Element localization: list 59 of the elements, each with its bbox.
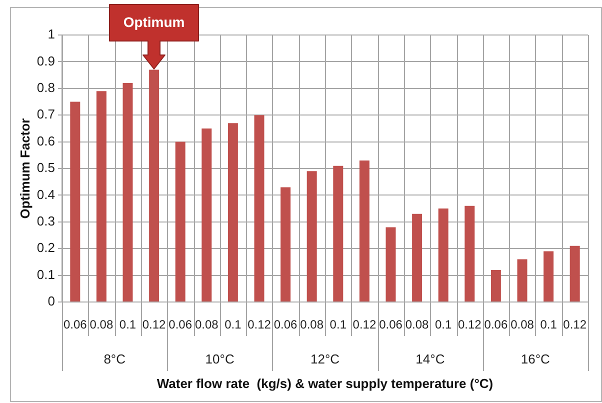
- x-tick-label: 16°C: [520, 351, 550, 366]
- text: 0.12: [352, 317, 376, 332]
- y-tick-label: 0: [48, 294, 55, 309]
- bar: [70, 102, 80, 302]
- series-label: 0.1: [540, 317, 558, 332]
- series-label: 0.12: [458, 317, 482, 332]
- bar: [149, 70, 160, 302]
- bar: [570, 246, 580, 302]
- bar: [280, 187, 291, 302]
- text: 0.06: [484, 317, 508, 332]
- text: 0.08: [510, 317, 534, 332]
- y-tick-label: 0.6: [36, 133, 55, 148]
- bar: [333, 166, 344, 302]
- y-tick-label: 0.8: [36, 80, 55, 95]
- text: 0.12: [142, 317, 166, 332]
- bar: [490, 270, 501, 302]
- bar: [412, 214, 422, 302]
- text: 0.12: [563, 317, 587, 332]
- x-tick-label: 14°C: [416, 351, 445, 366]
- text: 0.08: [90, 317, 114, 332]
- y-tick-label: 0.4: [36, 186, 55, 202]
- y-tick-label: 0.7: [36, 106, 55, 122]
- text: 0.06: [379, 317, 402, 332]
- text: 0.06: [274, 317, 298, 332]
- text: 0.12: [248, 317, 271, 332]
- bar: [202, 128, 212, 302]
- bar: [386, 227, 396, 302]
- y-tick-label: 0.2: [36, 240, 55, 256]
- x-tick-label: 8°C: [104, 351, 126, 366]
- y-tick-label: 0.9: [36, 53, 55, 68]
- x-tick-label: 10°C: [205, 351, 234, 366]
- text: 0.1: [330, 317, 346, 332]
- text: 0.08: [405, 317, 429, 332]
- x-axis-title: Water flow rate (kg/s) & water supply temperature (°C): [156, 376, 494, 391]
- bar: [96, 91, 106, 302]
- text: 0.1: [435, 317, 452, 332]
- y-tick-label: 1: [48, 26, 55, 42]
- bar: [544, 251, 554, 302]
- bar: [464, 206, 475, 302]
- bar: [254, 115, 264, 302]
- y-tick-label: 0.3: [36, 213, 55, 228]
- text: Optimum: [123, 14, 185, 30]
- bar: [359, 160, 370, 302]
- bar: [306, 171, 317, 302]
- y-tick-label: 0.1: [36, 266, 55, 282]
- x-tick-label: 12°C: [310, 351, 340, 366]
- series-label: 0.06: [63, 317, 88, 332]
- bar: [122, 83, 133, 302]
- text: 0.1: [224, 317, 242, 332]
- text: 0.1: [119, 317, 136, 332]
- text: 0.06: [168, 317, 192, 332]
- bar: [175, 142, 186, 302]
- bar: [228, 123, 238, 302]
- text: 0.08: [194, 317, 218, 332]
- bar: [517, 259, 528, 302]
- series-label: 0.08: [300, 317, 324, 332]
- y-axis-title: Optimum Factor: [17, 118, 32, 219]
- y-tick-label: 0.5: [36, 160, 55, 176]
- bar: [438, 208, 448, 302]
